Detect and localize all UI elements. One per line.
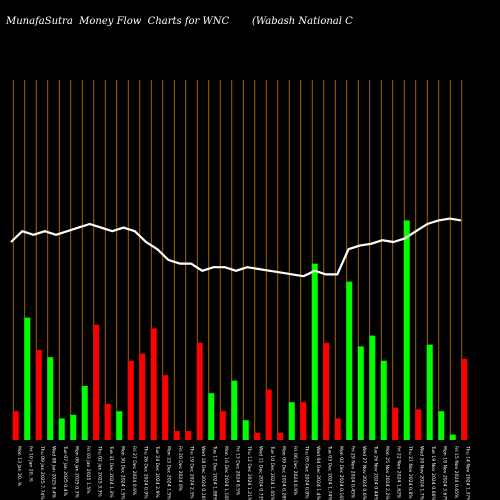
x-tick-label: Wed 18 Dec 2024 0.16% — [200, 446, 206, 500]
x-tick-label: Tue 31 Dec 2024 1.3% — [108, 445, 114, 498]
x-tick-label: Fri 03 Jan 2025 1.5% — [85, 446, 91, 494]
x-tick-label: Thu 09 Jan 2025 7.74% — [39, 445, 45, 500]
volume-bar — [24, 317, 31, 440]
x-tick-label: Wed 11 Dec 2024 0.73% — [257, 446, 263, 500]
volume-bar — [392, 407, 399, 440]
volume-bar — [461, 359, 468, 440]
x-tick-label: Wed 27 Nov 2024 0.6% — [361, 446, 367, 500]
chart-title: MunafaSutra Money Flow Charts for WNC — [6, 16, 230, 27]
x-tick-label: Fri 15 Nov 2024 0.65% — [453, 446, 459, 499]
volume-bar — [116, 411, 123, 440]
x-tick-label: Mon 13 Jan 20..% — [16, 446, 22, 487]
volume-bar — [300, 402, 307, 440]
volume-bar — [127, 360, 134, 440]
volume-bar — [81, 386, 88, 440]
volume-bar — [380, 360, 387, 440]
x-tick-label: Tue 17 Dec 2024 1.08% — [211, 445, 217, 500]
volume-bars — [12, 220, 468, 440]
x-tick-label: Tue 10 Dec 2024 1.05% — [269, 445, 275, 500]
x-tick-label: Thu 19 Dec 2024 2.3% — [188, 445, 194, 499]
x-tick-label: Fri 29 Nov 2024 0.45% — [349, 446, 355, 499]
volume-bar — [242, 420, 249, 440]
x-tick-label: Mon 09 Dec 2024 0.28% — [280, 446, 286, 500]
volume-bar — [196, 342, 203, 440]
volume-bar — [70, 414, 77, 440]
x-tick-label: Thu 02 Jan 2025 3.3% — [96, 445, 102, 497]
x-tick-label: Thu 21 Nov 2024 0.8% — [407, 445, 413, 499]
volume-bar — [403, 220, 410, 440]
volume-bar — [12, 411, 19, 440]
volume-bar — [415, 409, 422, 440]
volume-bar — [449, 434, 456, 440]
volume-bar — [277, 432, 284, 440]
volume-bar — [185, 431, 192, 440]
volume-bar — [438, 411, 445, 440]
x-tick-label: Fri 20 Dec 2024 0% — [177, 446, 183, 492]
volume-bar — [162, 375, 169, 440]
x-tick-label: Wed 20 Nov 2024 1.7% — [418, 446, 424, 500]
x-tick-label: Tue 19 Nov 2024 0.66% — [430, 445, 436, 500]
x-tick-label: Mon 30 Dec 2024 1.5% — [119, 446, 125, 500]
volume-bar — [104, 404, 111, 440]
volume-bar — [35, 350, 42, 440]
volume-bar — [323, 342, 330, 440]
volume-bar — [426, 344, 433, 440]
x-tick-label: Tue 03 Dec 2024 1.74% — [326, 445, 332, 500]
x-tick-label: Wed 04 Dec 2024 1.4% — [315, 446, 321, 500]
volume-bar — [173, 431, 180, 440]
x-tick-label: Fri 10 Jan 20..% — [27, 446, 33, 483]
volume-bar — [231, 380, 238, 440]
x-tick-label: Thu 05 Dec 2024 0.8% — [303, 445, 309, 499]
x-tick-label: Mon 18 Nov 2024 3.67% — [441, 446, 447, 500]
x-tick-label: Thu 14 Nov 2024 1.37% — [464, 445, 470, 500]
volume-bar — [346, 281, 353, 440]
x-tick-labels: Mon 13 Jan 20..% Fri 10 Jan 20..% Thu 09 J… — [16, 445, 471, 500]
volume-bar — [288, 402, 295, 440]
volume-bar — [93, 324, 100, 440]
volume-bar — [150, 328, 157, 440]
volume-bar — [219, 411, 226, 440]
volume-bar — [208, 393, 215, 440]
x-tick-label: Fri 06 Dec 2024 0.9% — [292, 446, 298, 496]
x-tick-label: Tue 24 Dec 2024 2.9% — [154, 445, 160, 498]
chart-subtitle: (Wabash National C — [252, 16, 353, 27]
x-tick-label: Wed 08 Jan 2025 0.4% — [50, 446, 56, 499]
volume-bar — [254, 432, 261, 440]
x-tick-label: Mon 16 Dec 2024 1.16% — [223, 446, 229, 500]
gridlines — [12, 80, 463, 440]
volume-bar — [357, 346, 364, 440]
x-tick-label: Fri 27 Dec 2024 0.6% — [131, 446, 137, 496]
volume-bar — [369, 335, 376, 440]
volume-bar — [334, 418, 341, 440]
volume-bar — [265, 389, 272, 440]
volume-bar — [311, 263, 318, 440]
x-tick-label: Thu 26 Dec 2024 0.9% — [142, 445, 148, 499]
x-tick-label: Tue 07 Jan 2025 0.4% — [62, 445, 68, 497]
x-tick-label: Mon 23 Dec 2024 1.5% — [165, 446, 171, 500]
x-tick-label: Fri 22 Nov 2024 1.62% — [395, 446, 401, 499]
x-tick-label: Mon 25 Nov 2024 2.2% — [384, 446, 390, 500]
x-tick-label: Fri 13 Dec 2024 0.5% — [234, 446, 240, 496]
volume-bar — [58, 418, 65, 440]
x-tick-label: Mon 02 Dec 2024 0.16% — [338, 446, 344, 500]
price-line — [10, 217, 462, 278]
x-tick-label: Tue 26 Nov 2024 0.44% — [372, 445, 378, 500]
volume-bar — [47, 357, 54, 440]
volume-bar — [139, 353, 146, 440]
x-tick-label: Thu 12 Dec 2024 1.21% — [246, 445, 252, 500]
x-tick-label: Mon 06 Jan 2025 0.3% — [73, 446, 79, 498]
